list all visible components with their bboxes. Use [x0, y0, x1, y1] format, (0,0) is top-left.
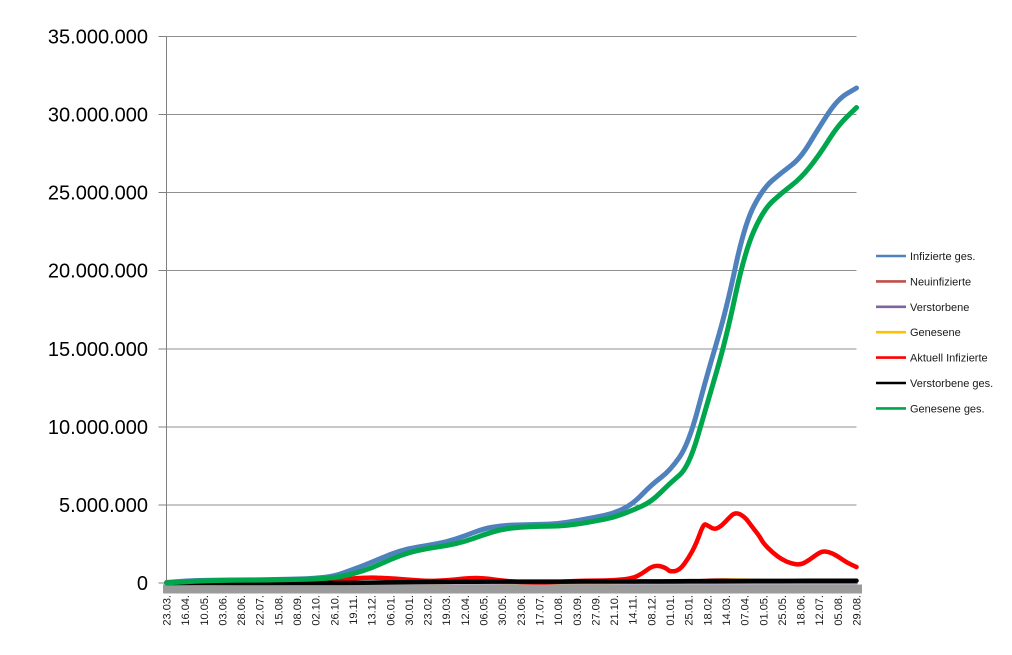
x-tick-label: 07.04. [740, 595, 752, 626]
legend-label: Genesene ges. [910, 403, 985, 415]
series-line-infizierte-ges [164, 85, 859, 586]
x-tick-label: 14.11. [628, 595, 640, 625]
legend-label: Genesene [910, 327, 961, 339]
x-tick-label: 18.06. [796, 595, 808, 626]
y-tick-label: 35.000.000 [48, 27, 148, 49]
legend-label: Verstorbene ges. [910, 378, 993, 390]
legend-label: Verstorbene [910, 302, 969, 314]
series-line-verstorbene-ges [164, 578, 859, 586]
x-tick-label: 02.10. [311, 595, 323, 626]
legend-label: Infizierte ges. [910, 251, 975, 263]
x-tick-label: 18.02. [702, 595, 714, 626]
legend-label: Aktuell Infizierte [910, 353, 988, 365]
x-tick-label: 01.01. [665, 595, 677, 626]
x-tick-label: 21.10. [609, 595, 621, 626]
x-tick-label: 26.10. [329, 595, 341, 626]
x-tick-label: 03.06. [217, 595, 229, 626]
x-tick-label: 03.09. [572, 595, 584, 626]
x-tick-label: 19.03. [441, 595, 453, 626]
x-tick-label: 23.02. [423, 595, 435, 626]
x-tick-label: 13.12. [367, 595, 379, 626]
y-tick-label: 25.000.000 [48, 183, 148, 205]
x-tick-label: 10.05. [199, 595, 211, 626]
x-tick-label: 28.06. [236, 595, 248, 626]
x-tick-label: 29.08. [852, 595, 864, 626]
x-tick-label: 25.01. [684, 595, 696, 626]
legend-label: Neuinfizierte [910, 276, 971, 288]
baseline-shadow [163, 584, 862, 594]
series-line-genesene-ges [164, 105, 859, 586]
x-tick-label: 19.11. [348, 595, 360, 625]
x-tick-label: 23.06. [516, 595, 528, 626]
y-tick-label: 15.000.000 [48, 339, 148, 361]
x-tick-label: 06.05. [479, 595, 491, 626]
x-tick-label: 30.05. [497, 595, 509, 626]
x-tick-label: 23.03. [162, 595, 174, 626]
x-tick-label: 01.05. [758, 595, 770, 626]
y-tick-label: 10.000.000 [48, 417, 148, 439]
x-tick-label: 10.08. [553, 595, 565, 626]
x-tick-label: 12.07. [814, 595, 826, 626]
y-tick-label: 0 [137, 573, 148, 595]
x-tick-label: 27.09. [590, 595, 602, 626]
x-tick-label: 14.03. [721, 595, 733, 626]
x-tick-label: 25.05. [777, 595, 789, 626]
x-tick-label: 16.04. [180, 595, 192, 626]
y-tick-label: 5.000.000 [59, 495, 148, 517]
y-tick-label: 20.000.000 [48, 261, 148, 283]
x-tick-label: 12.04. [460, 595, 472, 626]
x-tick-label: 30.01. [404, 595, 416, 626]
x-tick-label: 15.08. [273, 595, 285, 626]
x-tick-label: 22.07. [255, 595, 267, 626]
y-tick-label: 30.000.000 [48, 105, 148, 127]
x-tick-label: 05.08. [833, 595, 845, 626]
x-tick-label: 17.07. [534, 595, 546, 626]
x-tick-label: 08.12. [646, 595, 658, 626]
x-tick-label: 06.01. [385, 595, 397, 626]
x-tick-label: 08.09. [292, 595, 304, 626]
